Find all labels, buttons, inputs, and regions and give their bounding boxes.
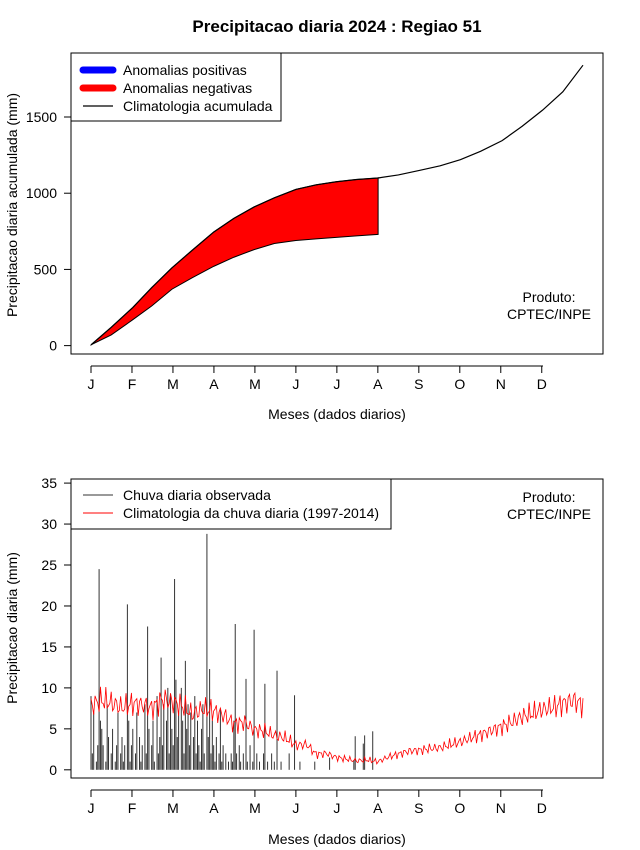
cumulative-x-tick-label: F xyxy=(128,376,137,392)
cumulative-y-tick-label: 0 xyxy=(49,338,57,354)
daily-y-tick-label: 25 xyxy=(41,557,57,573)
daily-y-tick-label: 5 xyxy=(49,721,57,737)
cumulative-x-tick-label: O xyxy=(454,376,465,392)
cumulative-x-axis-label: Meses (dados diarios) xyxy=(268,406,406,422)
chart-title: Precipitacao diaria 2024 : Regiao 51 xyxy=(192,17,481,36)
cumulative-plot-area xyxy=(90,64,584,346)
cumulative-y-axis-label: Precipitacao diaria acumulada (mm) xyxy=(4,93,20,317)
daily-x-tick-label: A xyxy=(209,800,219,816)
daily-x-tick-label: N xyxy=(496,800,506,816)
climatology-daily-line xyxy=(90,686,584,765)
daily-x-tick-label: J xyxy=(292,800,299,816)
daily-x-axis-label: Meses (dados diarios) xyxy=(268,831,406,847)
daily-legend-box xyxy=(70,478,392,530)
cumulative-x-tick-label: M xyxy=(167,376,179,392)
legend-observed-label: Chuva diaria observada xyxy=(123,487,271,503)
daily-legend: Chuva diaria observada Climatologia da c… xyxy=(70,478,392,530)
daily-x-tick-label: J xyxy=(333,800,340,816)
daily-x-tick-label: S xyxy=(414,800,423,816)
daily-y-tick-label: 20 xyxy=(41,598,57,614)
cumulative-x-tick-label: N xyxy=(496,376,506,392)
daily-x-tick-label: A xyxy=(373,800,383,816)
product-note-bottom-line2: CPTEC/INPE xyxy=(507,506,591,522)
daily-y-tick-label: 30 xyxy=(41,516,57,532)
cumulative-legend: Anomalias positivas Anomalias negativas … xyxy=(70,52,282,122)
legend-negative-label: Anomalias negativas xyxy=(123,80,252,96)
cumulative-y-tick-label: 1500 xyxy=(26,109,57,125)
daily-y-tick-label: 0 xyxy=(49,762,57,778)
cumulative-y-tick-label: 1000 xyxy=(26,185,57,201)
daily-x-tick-label: O xyxy=(454,800,465,816)
daily-y-axis-label: Precipitacao diaria (mm) xyxy=(4,552,20,704)
cumulative-panel: 0 500 1000 1500 J F M A M J J A S O N D Meses (dados d… xyxy=(4,52,604,422)
legend-positive-label: Anomalias positivas xyxy=(123,62,247,78)
daily-plot-area xyxy=(90,533,584,770)
daily-x-tick-label: J xyxy=(88,800,95,816)
daily-y-tick-label: 35 xyxy=(41,475,57,491)
cumulative-x-tick-label: J xyxy=(333,376,340,392)
cumulative-x-tick-label: D xyxy=(537,376,547,392)
daily-x-tick-label: F xyxy=(128,800,137,816)
legend-daily-climatology-label: Climatologia da chuva diaria (1997-2014) xyxy=(123,505,379,521)
product-note-top-line1: Produto: xyxy=(523,289,576,305)
daily-y-tick-label: 10 xyxy=(41,680,57,696)
cumulative-y-tick-label: 500 xyxy=(34,261,58,277)
negative-anomaly-area xyxy=(90,177,379,346)
legend-climatology-label: Climatologia acumulada xyxy=(123,98,273,114)
cumulative-x-tick-label: M xyxy=(249,376,261,392)
product-note-top-line2: CPTEC/INPE xyxy=(507,306,591,322)
cumulative-x-tick-label: J xyxy=(292,376,299,392)
product-note-bottom-line1: Produto: xyxy=(523,489,576,505)
cumulative-x-tick-label: A xyxy=(209,376,219,392)
cumulative-x-tick-label: A xyxy=(373,376,383,392)
cumulative-x-tick-label: J xyxy=(88,376,95,392)
observed-daily-bars xyxy=(90,533,374,770)
climatology-cumulative-line xyxy=(90,64,584,346)
cumulative-y-axis: 0 500 1000 1500 xyxy=(26,109,72,354)
daily-x-tick-label: D xyxy=(537,800,547,816)
cumulative-x-tick-label: S xyxy=(414,376,423,392)
daily-x-tick-label: M xyxy=(167,800,179,816)
daily-panel: 0 5 10 15 20 25 30 35 J F M A M J J A S O N D Meses (dados… xyxy=(4,475,604,847)
daily-y-axis: 0 5 10 15 20 25 30 35 xyxy=(41,475,72,778)
daily-y-tick-label: 15 xyxy=(41,639,57,655)
daily-x-tick-label: M xyxy=(249,800,261,816)
